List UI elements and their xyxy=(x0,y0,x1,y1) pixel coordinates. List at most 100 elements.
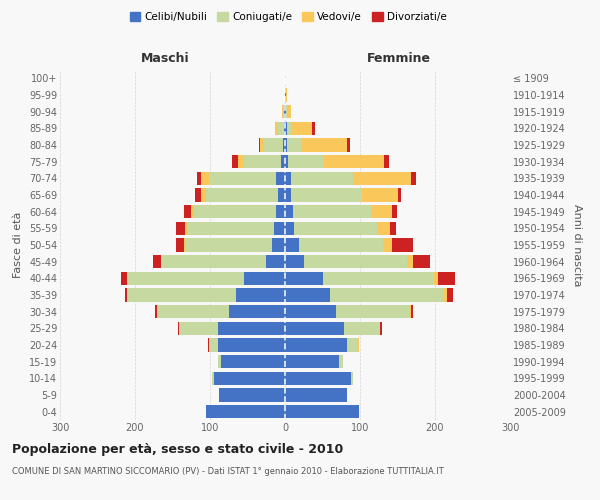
Bar xyxy=(266,255,285,268)
Bar xyxy=(218,322,285,335)
Bar xyxy=(285,138,287,151)
Bar xyxy=(185,222,187,235)
Bar xyxy=(285,405,359,418)
Bar xyxy=(125,288,127,302)
Bar xyxy=(276,205,285,218)
Legend: Celibi/Nubili, Coniugati/e, Vedovi/e, Divorziati/e: Celibi/Nubili, Coniugati/e, Vedovi/e, Di… xyxy=(125,8,451,26)
Text: Popolazione per età, sesso e stato civile - 2010: Popolazione per età, sesso e stato civil… xyxy=(12,442,343,456)
Bar xyxy=(438,272,455,285)
Bar xyxy=(178,322,179,335)
Bar xyxy=(390,222,396,235)
Bar xyxy=(291,172,353,185)
Bar xyxy=(383,238,392,252)
Bar xyxy=(377,222,390,235)
Bar xyxy=(304,255,407,268)
Bar xyxy=(358,338,359,351)
Bar xyxy=(353,172,411,185)
Bar xyxy=(218,355,221,368)
Bar xyxy=(285,305,336,318)
Bar xyxy=(351,372,353,385)
Bar xyxy=(286,88,287,102)
Bar xyxy=(193,205,276,218)
Bar xyxy=(187,222,274,235)
Bar xyxy=(185,238,271,252)
Bar xyxy=(221,355,285,368)
Bar xyxy=(128,288,236,302)
Bar xyxy=(260,138,264,151)
Bar xyxy=(347,138,350,151)
Bar xyxy=(209,338,218,351)
Bar xyxy=(285,272,323,285)
Bar xyxy=(209,172,276,185)
Bar xyxy=(128,272,244,285)
Bar xyxy=(411,172,415,185)
Bar xyxy=(197,172,201,185)
Bar xyxy=(339,355,343,368)
Bar xyxy=(285,88,286,102)
Text: COMUNE DI SAN MARTINO SICCOMARIO (PV) - Dati ISTAT 1° gennaio 2010 - Elaborazion: COMUNE DI SAN MARTINO SICCOMARIO (PV) - … xyxy=(12,468,444,476)
Bar xyxy=(161,255,266,268)
Y-axis label: Fasce di età: Fasce di età xyxy=(13,212,23,278)
Bar xyxy=(285,105,286,118)
Bar xyxy=(282,105,283,118)
Bar xyxy=(444,288,447,302)
Bar xyxy=(206,188,277,202)
Bar xyxy=(392,238,413,252)
Bar xyxy=(285,338,347,351)
Bar xyxy=(323,272,433,285)
Bar xyxy=(218,338,285,351)
Bar xyxy=(275,122,277,135)
Bar xyxy=(294,222,377,235)
Bar xyxy=(155,305,157,318)
Bar xyxy=(287,105,291,118)
Bar xyxy=(238,155,244,168)
Bar xyxy=(285,155,288,168)
Bar xyxy=(184,238,185,252)
Bar xyxy=(157,305,229,318)
Bar xyxy=(285,355,339,368)
Bar xyxy=(127,272,128,285)
Bar xyxy=(277,122,284,135)
Text: Maschi: Maschi xyxy=(140,52,190,65)
Bar xyxy=(244,155,281,168)
Bar xyxy=(271,238,285,252)
Bar xyxy=(287,138,302,151)
Bar xyxy=(176,238,184,252)
Bar xyxy=(285,372,351,385)
Bar xyxy=(153,255,161,268)
Bar xyxy=(284,122,285,135)
Bar xyxy=(184,205,191,218)
Bar xyxy=(283,138,285,151)
Bar xyxy=(195,188,201,202)
Bar xyxy=(208,338,209,351)
Bar xyxy=(285,172,291,185)
Bar xyxy=(180,322,218,335)
Bar xyxy=(219,388,285,402)
Bar xyxy=(286,105,287,118)
Bar xyxy=(277,188,285,202)
Bar xyxy=(176,222,185,235)
Bar xyxy=(214,372,285,385)
Y-axis label: Anni di nascita: Anni di nascita xyxy=(572,204,583,286)
Bar xyxy=(409,305,411,318)
Bar xyxy=(287,122,291,135)
Bar xyxy=(285,388,347,402)
Bar xyxy=(343,322,380,335)
Bar xyxy=(330,288,444,302)
Bar xyxy=(281,155,285,168)
Bar xyxy=(336,305,409,318)
Bar xyxy=(191,205,193,218)
Bar xyxy=(201,188,206,202)
Bar xyxy=(285,322,343,335)
Bar xyxy=(206,405,285,418)
Bar xyxy=(285,238,299,252)
Bar xyxy=(259,138,260,151)
Bar xyxy=(285,122,287,135)
Bar xyxy=(362,188,398,202)
Bar xyxy=(380,322,382,335)
Bar xyxy=(212,372,214,385)
Bar xyxy=(283,105,284,118)
Bar xyxy=(411,305,413,318)
Bar xyxy=(291,122,312,135)
Bar xyxy=(302,138,347,151)
